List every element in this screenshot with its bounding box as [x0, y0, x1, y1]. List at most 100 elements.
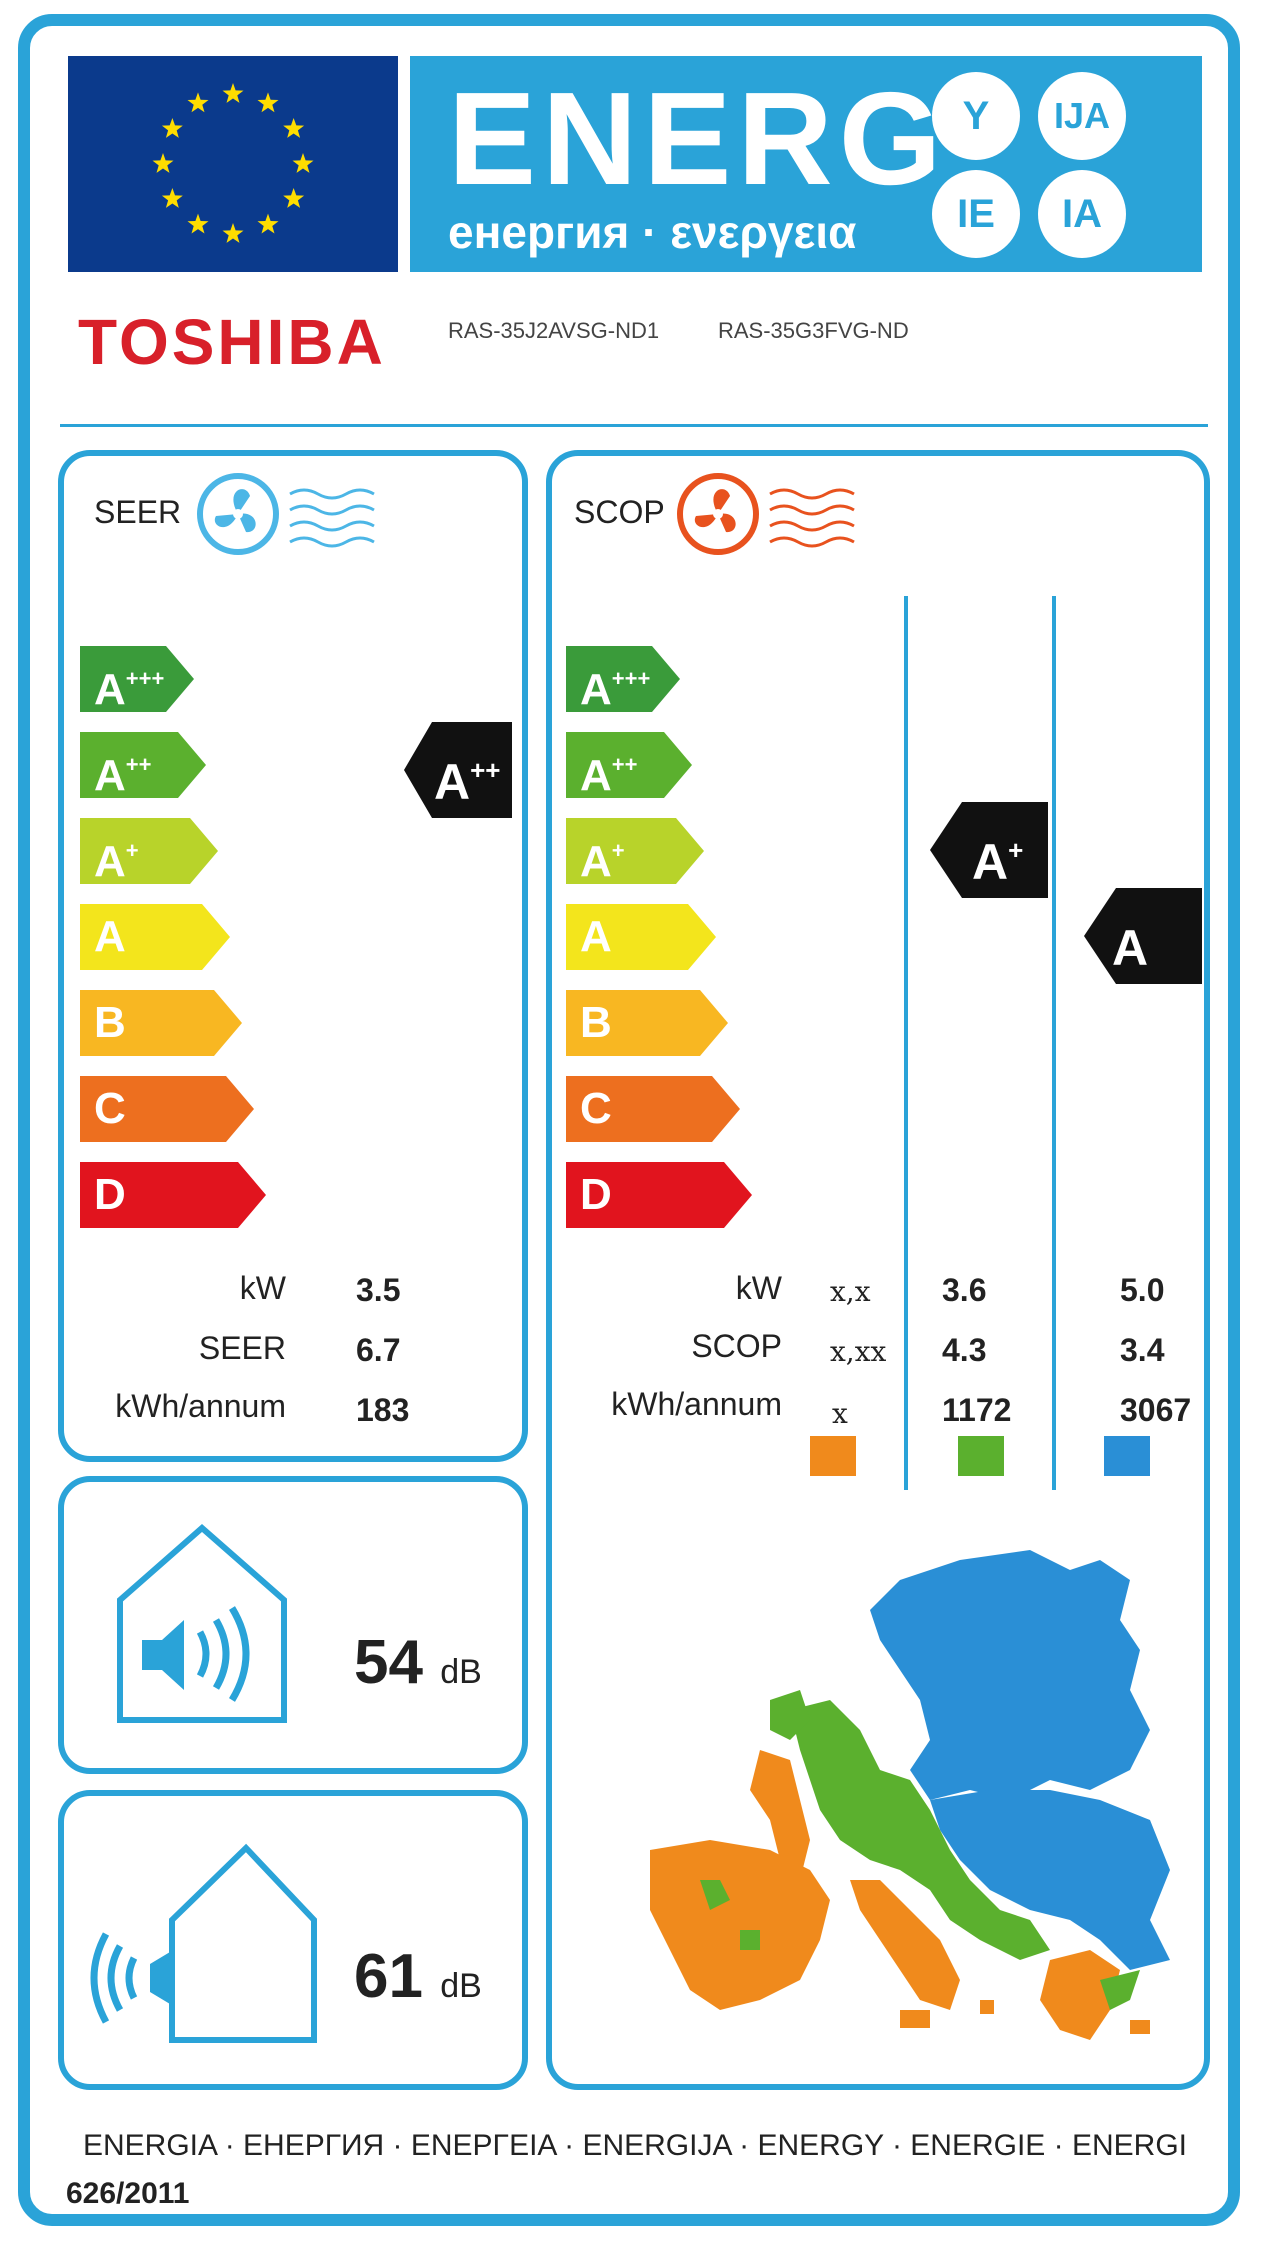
footer-languages: ENERGIA · ЕНЕРГИЯ · ΕΝΕΡΓΕΙΑ · ENERGIJA … — [83, 2129, 1187, 2162]
scop-class-label: B — [580, 998, 612, 1047]
indoor-noise-panel — [58, 1476, 528, 1774]
seer-row-value: 6.7 — [356, 1332, 401, 1368]
cooling-fan-icon — [197, 473, 375, 555]
scop-panel — [546, 450, 1210, 2090]
regulation-number: 626/2011 — [66, 2177, 190, 2210]
seer-class-label: A — [94, 912, 126, 961]
scop-class-label: A — [580, 912, 612, 961]
outdoor-noise-icon — [90, 1843, 317, 2043]
europe-climate-map — [650, 1550, 1170, 2040]
seer-row-label: kWh/annum — [115, 1388, 286, 1424]
eu-stars-icon — [152, 83, 314, 243]
eu-star-icon — [161, 188, 183, 208]
eu-star-icon — [257, 92, 279, 113]
scop-class-arrow: C — [566, 1076, 740, 1142]
scop-row-label: kWh/annum — [611, 1386, 782, 1422]
outdoor-noise-value: 61 dB — [354, 1942, 482, 2011]
eu-star-icon — [152, 153, 174, 173]
scop-class-arrow: A++ — [566, 732, 692, 798]
scop-class-arrow: A — [566, 904, 716, 970]
seer-class-plus: + — [125, 838, 139, 863]
lang-bubble: IJA — [1038, 72, 1126, 160]
eu-star-icon — [222, 223, 244, 243]
seer-class-label: A — [94, 751, 126, 800]
seer-class-arrow: D — [80, 1162, 266, 1228]
scop-colder-value: 3067 — [1120, 1392, 1192, 1428]
scop-class-label: D — [580, 1170, 612, 1219]
brand-logo: TOSHIBA — [78, 306, 386, 378]
warmer-zone-swatch — [810, 1436, 856, 1476]
seer-class-label: B — [94, 998, 126, 1047]
eu-star-icon — [222, 83, 244, 103]
seer-class-arrow: A+++ — [80, 646, 194, 712]
scop-class-plus: + — [611, 838, 625, 863]
eu-star-icon — [257, 213, 279, 234]
scop-class-arrow: A+ — [566, 818, 704, 884]
scop-class-label: A — [580, 751, 612, 800]
scop-class-label: C — [580, 1084, 612, 1133]
seer-class-arrow: A — [80, 904, 230, 970]
seer-class-plus: +++ — [125, 666, 165, 691]
seer-class-label: A — [94, 837, 126, 886]
label-frame — [18, 14, 1240, 2226]
seer-rating-letter: A — [434, 754, 471, 810]
energy-banner: ENERG енергия · ενεργεια Y IJA IE IA — [410, 56, 1202, 272]
scop-average-value: 3.6 — [942, 1272, 987, 1308]
scop-row-label: SCOP — [691, 1328, 782, 1364]
eu-star-icon — [283, 188, 305, 208]
indoor-noise-value: 54 dB — [354, 1628, 482, 1697]
seer-class-label: D — [94, 1170, 126, 1219]
scop-row-label: kW — [735, 1270, 782, 1306]
seer-class-arrow: A++ — [80, 732, 206, 798]
seer-row-value: 183 — [356, 1392, 410, 1428]
scop-class-arrow: B — [566, 990, 728, 1056]
energy-title: ENERG — [448, 65, 948, 212]
seer-panel — [58, 450, 528, 1462]
zone-divider — [904, 596, 908, 1490]
scop-warmer-value: x,xx — [830, 1335, 887, 1368]
scop-warmer-value: x,x — [830, 1275, 871, 1308]
eu-flag — [68, 56, 398, 272]
heating-fan-icon — [677, 473, 855, 555]
seer-row-label: SEER — [198, 1330, 286, 1366]
eu-star-icon — [161, 118, 183, 138]
scop-class-arrow: D — [566, 1162, 752, 1228]
seer-class-arrow: C — [80, 1076, 254, 1142]
scop-class-plus: ++ — [611, 752, 638, 777]
energy-subtitle: енергия · ενεργεια — [448, 206, 857, 258]
lang-bubble: IA — [1038, 170, 1126, 258]
db-unit: dB — [440, 1653, 482, 1691]
scop-label: SCOP — [574, 494, 665, 530]
scop-colder-value: 3.4 — [1120, 1332, 1165, 1368]
scop-average-rating-plus: + — [1008, 835, 1024, 865]
indoor-noise-icon — [117, 1524, 287, 1723]
scop-class-plus: +++ — [611, 666, 651, 691]
seer-class-arrow: A+ — [80, 818, 218, 884]
model-indoor: RAS-35J2AVSG-ND1 — [448, 318, 660, 343]
scop-class-label: A — [580, 665, 612, 714]
scop-colder-rating-letter: A — [1112, 920, 1149, 976]
scop-class-arrow: A+++ — [566, 646, 680, 712]
colder-zone-swatch — [1104, 1436, 1150, 1476]
scop-warmer-value: x — [832, 1397, 848, 1430]
eu-star-icon — [283, 118, 305, 138]
outdoor-noise-panel — [58, 1790, 528, 2090]
seer-class-label: C — [94, 1084, 126, 1133]
seer-row-value: 3.5 — [356, 1272, 401, 1308]
divider — [60, 424, 1208, 427]
seer-class-arrow: B — [80, 990, 242, 1056]
db-unit: dB — [440, 1967, 482, 2005]
scop-class-label: A — [580, 837, 612, 886]
model-outdoor: RAS-35G3FVG-ND — [718, 318, 909, 343]
eu-star-icon — [187, 213, 209, 234]
scop-average-value: 1172 — [942, 1392, 1012, 1428]
scop-average-value: 4.3 — [942, 1332, 987, 1368]
scop-colder-value: 5.0 — [1120, 1272, 1165, 1308]
seer-rating-plus: ++ — [470, 755, 501, 785]
average-zone-swatch — [958, 1436, 1004, 1476]
seer-label: SEER — [94, 494, 182, 530]
lang-bubble: Y — [932, 72, 1020, 160]
eu-star-icon — [292, 153, 314, 173]
lang-bubble: IE — [932, 170, 1020, 258]
scop-average-rating-letter: A — [972, 834, 1009, 890]
